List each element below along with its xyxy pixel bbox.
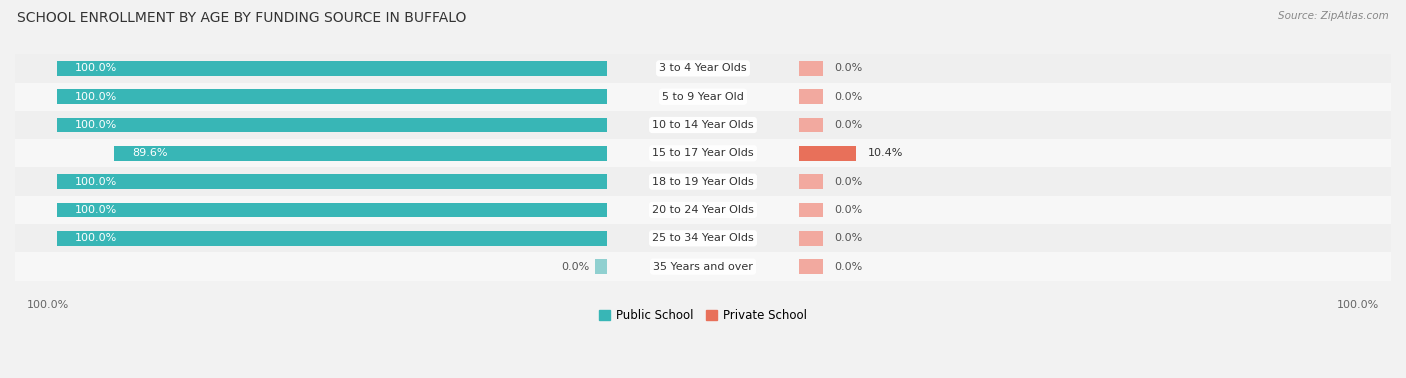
Bar: [799, 231, 823, 246]
Text: 0.0%: 0.0%: [835, 233, 863, 243]
Text: 100.0%: 100.0%: [75, 64, 117, 73]
Text: 0.0%: 0.0%: [835, 64, 863, 73]
Bar: [15, 253, 1391, 281]
Text: 0.0%: 0.0%: [835, 262, 863, 272]
Bar: [799, 89, 823, 104]
Text: 5 to 9 Year Old: 5 to 9 Year Old: [662, 92, 744, 102]
Bar: [799, 203, 823, 217]
Text: 0.0%: 0.0%: [835, 177, 863, 187]
Bar: [799, 174, 823, 189]
Bar: [56, 89, 607, 104]
Text: 3 to 4 Year Olds: 3 to 4 Year Olds: [659, 64, 747, 73]
Bar: [56, 118, 607, 132]
Bar: [15, 224, 1391, 253]
Text: 35 Years and over: 35 Years and over: [652, 262, 754, 272]
Text: 25 to 34 Year Olds: 25 to 34 Year Olds: [652, 233, 754, 243]
Text: 20 to 24 Year Olds: 20 to 24 Year Olds: [652, 205, 754, 215]
Bar: [114, 146, 607, 161]
Text: 18 to 19 Year Olds: 18 to 19 Year Olds: [652, 177, 754, 187]
Text: 0.0%: 0.0%: [835, 205, 863, 215]
Text: 100.0%: 100.0%: [1337, 300, 1379, 310]
Text: 15 to 17 Year Olds: 15 to 17 Year Olds: [652, 148, 754, 158]
Text: 100.0%: 100.0%: [75, 120, 117, 130]
Text: SCHOOL ENROLLMENT BY AGE BY FUNDING SOURCE IN BUFFALO: SCHOOL ENROLLMENT BY AGE BY FUNDING SOUR…: [17, 11, 467, 25]
Bar: [56, 203, 607, 217]
Text: 100.0%: 100.0%: [75, 92, 117, 102]
Bar: [15, 196, 1391, 224]
Bar: [15, 82, 1391, 111]
Bar: [595, 259, 607, 274]
Bar: [799, 146, 856, 161]
Text: 0.0%: 0.0%: [835, 92, 863, 102]
Bar: [15, 167, 1391, 196]
Bar: [56, 174, 607, 189]
Bar: [15, 111, 1391, 139]
Text: 100.0%: 100.0%: [75, 233, 117, 243]
Bar: [15, 54, 1391, 82]
Bar: [799, 118, 823, 132]
Text: 100.0%: 100.0%: [75, 205, 117, 215]
Text: 0.0%: 0.0%: [561, 262, 589, 272]
Text: 89.6%: 89.6%: [132, 148, 167, 158]
Text: 100.0%: 100.0%: [27, 300, 69, 310]
Bar: [56, 231, 607, 246]
Text: Source: ZipAtlas.com: Source: ZipAtlas.com: [1278, 11, 1389, 21]
Legend: Public School, Private School: Public School, Private School: [593, 304, 813, 327]
Bar: [15, 139, 1391, 167]
Text: 0.0%: 0.0%: [835, 120, 863, 130]
Text: 10.4%: 10.4%: [868, 148, 903, 158]
Text: 10 to 14 Year Olds: 10 to 14 Year Olds: [652, 120, 754, 130]
Text: 100.0%: 100.0%: [75, 177, 117, 187]
Bar: [799, 61, 823, 76]
Bar: [799, 259, 823, 274]
Bar: [56, 61, 607, 76]
